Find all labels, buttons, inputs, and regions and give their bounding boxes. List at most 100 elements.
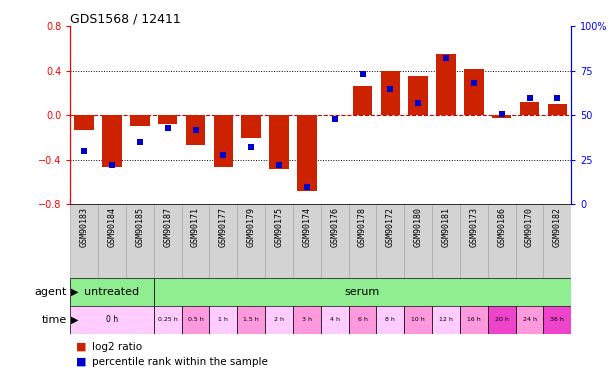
Bar [154, 204, 181, 278]
Point [274, 162, 284, 168]
Point [413, 100, 423, 106]
Bar [75, 116, 94, 130]
Bar [154, 306, 181, 334]
Text: GSM90183: GSM90183 [79, 207, 89, 247]
Bar [516, 204, 543, 278]
Bar [130, 116, 150, 126]
Text: ▶: ▶ [71, 315, 78, 325]
Bar [237, 204, 265, 278]
Bar [98, 204, 126, 278]
Bar [381, 71, 400, 116]
Point [219, 152, 229, 157]
Bar [181, 306, 210, 334]
Bar [460, 204, 488, 278]
Bar [543, 306, 571, 334]
Text: 1.5 h: 1.5 h [243, 317, 259, 322]
Text: GSM90170: GSM90170 [525, 207, 534, 247]
Text: 4 h: 4 h [330, 317, 340, 322]
Bar [353, 86, 372, 116]
Bar [102, 116, 122, 166]
Text: GSM90175: GSM90175 [274, 207, 284, 247]
Text: GSM90178: GSM90178 [358, 207, 367, 247]
Text: 1 h: 1 h [218, 317, 229, 322]
Bar [543, 204, 571, 278]
Bar [404, 306, 432, 334]
Bar [293, 306, 321, 334]
Bar [237, 306, 265, 334]
Text: GDS1568 / 12411: GDS1568 / 12411 [70, 12, 181, 25]
Bar [520, 102, 540, 116]
Bar [488, 306, 516, 334]
Bar [432, 306, 460, 334]
Text: GSM90176: GSM90176 [330, 207, 339, 247]
Text: GSM90173: GSM90173 [469, 207, 478, 247]
Text: GSM90186: GSM90186 [497, 207, 506, 247]
Text: 12 h: 12 h [439, 317, 453, 322]
Bar [214, 116, 233, 166]
Text: 8 h: 8 h [386, 317, 395, 322]
Text: percentile rank within the sample: percentile rank within the sample [92, 357, 268, 367]
Text: agent: agent [35, 286, 67, 297]
Bar [436, 54, 456, 116]
Bar [265, 204, 293, 278]
Point [79, 148, 89, 154]
Point [330, 116, 340, 122]
Text: 20 h: 20 h [495, 317, 508, 322]
Text: 24 h: 24 h [522, 317, 536, 322]
Point [107, 162, 117, 168]
Bar [321, 306, 349, 334]
Text: GSM90172: GSM90172 [386, 207, 395, 247]
Bar [70, 306, 154, 334]
Point [357, 71, 367, 77]
Point [246, 144, 256, 150]
Bar [181, 204, 210, 278]
Text: GSM90174: GSM90174 [302, 207, 312, 247]
Bar [265, 306, 293, 334]
Bar [297, 116, 316, 191]
Text: GSM90187: GSM90187 [163, 207, 172, 247]
Text: GSM90177: GSM90177 [219, 207, 228, 247]
Text: time: time [42, 315, 67, 325]
Bar [293, 204, 321, 278]
Point [441, 56, 451, 62]
Bar [460, 306, 488, 334]
Point [302, 184, 312, 190]
Text: ■: ■ [76, 342, 87, 352]
Point [552, 94, 562, 100]
Bar [321, 204, 349, 278]
Text: 16 h: 16 h [467, 317, 481, 322]
Point [469, 80, 479, 86]
Bar [349, 204, 376, 278]
Bar [186, 116, 205, 146]
Text: 0 h: 0 h [106, 315, 118, 324]
Text: 2 h: 2 h [274, 317, 284, 322]
Text: 3 h: 3 h [302, 317, 312, 322]
Text: 0.5 h: 0.5 h [188, 317, 203, 322]
Bar [241, 116, 261, 138]
Bar [210, 204, 237, 278]
Text: GSM90171: GSM90171 [191, 207, 200, 247]
Bar [70, 204, 98, 278]
Bar [492, 116, 511, 117]
Point [135, 139, 145, 145]
Point [163, 125, 172, 131]
Bar [547, 104, 567, 116]
Bar [404, 204, 432, 278]
Text: GSM90184: GSM90184 [108, 207, 117, 247]
Bar [432, 204, 460, 278]
Text: GSM90185: GSM90185 [136, 207, 144, 247]
Bar [349, 306, 376, 334]
Text: log2 ratio: log2 ratio [92, 342, 142, 352]
Text: GSM90179: GSM90179 [247, 207, 255, 247]
Bar [158, 116, 177, 124]
Bar [126, 204, 154, 278]
Text: 10 h: 10 h [411, 317, 425, 322]
Bar [210, 306, 237, 334]
Text: 36 h: 36 h [551, 317, 565, 322]
Bar [409, 76, 428, 116]
Point [191, 127, 200, 133]
Text: ■: ■ [76, 357, 87, 367]
Text: GSM90182: GSM90182 [553, 207, 562, 247]
Text: 6 h: 6 h [357, 317, 367, 322]
Bar [269, 116, 289, 169]
